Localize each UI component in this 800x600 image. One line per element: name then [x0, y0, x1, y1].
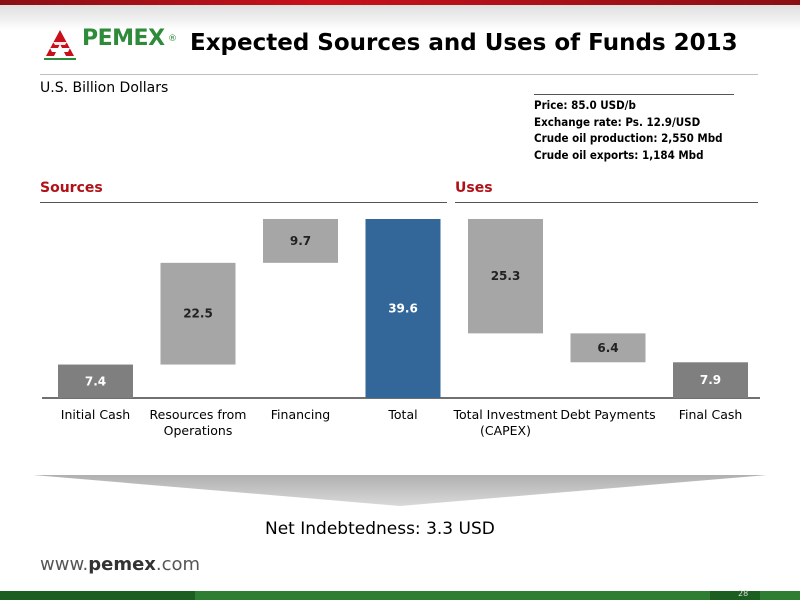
bar-7 — [673, 362, 748, 398]
assumption-crude-production: Crude oil production: 2,550 Mbd — [534, 131, 723, 145]
assumption-price: Price: 85.0 USD/b — [534, 98, 636, 112]
footer-brand: pemex — [88, 554, 156, 575]
category-label-1-line-1: Initial Cash — [61, 407, 130, 422]
category-label-7-line-1: Final Cash — [679, 407, 743, 422]
title-divider — [40, 74, 758, 75]
pemex-eagle-icon — [44, 30, 76, 60]
units-label: U.S. Billion Dollars — [40, 80, 169, 96]
assumptions-divider — [534, 94, 734, 95]
category-label-2-line-2: Operations — [164, 423, 233, 438]
logo-registered-mark: ® — [168, 34, 177, 44]
waterfall-chart: 7.4 Initial Cash 22.5 Resources fromOperati… — [42, 219, 760, 438]
bar-1 — [58, 364, 133, 398]
assumption-crude-exports: Crude oil exports: 1,184 Mbd — [534, 147, 704, 162]
data-label-7: 7.9 — [700, 373, 721, 387]
category-label-4-line-1: Total — [387, 407, 417, 422]
category-label-3-line-1: Financing — [271, 407, 330, 422]
bar-4 — [365, 219, 441, 398]
bar-3 — [263, 219, 338, 263]
bar-2 — [160, 262, 236, 365]
sources-heading: Sources — [40, 180, 103, 196]
logo-text: PEMEX — [82, 26, 165, 51]
data-label-3: 9.7 — [290, 234, 311, 248]
footer-tld: .com — [155, 554, 201, 575]
page-number: 28 — [738, 589, 749, 598]
assumptions-box: Price: 85.0 USD/b Exchange rate: Ps. 12.… — [534, 97, 723, 163]
footer-website[interactable]: www.pemex.com — [40, 554, 200, 575]
footer-bar — [0, 591, 800, 600]
category-label-5-line-2: (CAPEX) — [480, 423, 531, 438]
uses-heading: Uses — [455, 180, 493, 196]
category-label-6-line-1: Debt Payments — [560, 407, 655, 422]
net-indebtedness: Net Indebtedness: 3.3 USD — [265, 519, 495, 539]
top-band — [0, 0, 800, 30]
data-label-5: 25.3 — [491, 269, 521, 283]
data-label-4: 39.6 — [388, 302, 418, 316]
category-label-2-line-1: Resources from — [150, 407, 247, 422]
category-label-5-line-1: Total Investment — [453, 407, 558, 422]
pemex-logo: PEMEX ® — [40, 26, 190, 66]
assumption-exchange-rate: Exchange rate: Ps. 12.9/USD — [534, 114, 701, 129]
data-label-6: 6.4 — [597, 341, 618, 355]
footer-www: www. — [40, 554, 89, 575]
sources-divider — [40, 202, 447, 203]
bar-6 — [570, 333, 646, 363]
funnel-arrow — [33, 475, 767, 506]
bar-5 — [468, 219, 543, 334]
uses-divider — [455, 202, 758, 203]
data-label-2: 22.5 — [183, 307, 213, 321]
page-title: Expected Sources and Uses of Funds 2013 — [190, 30, 738, 56]
data-label-1: 7.4 — [85, 374, 106, 388]
